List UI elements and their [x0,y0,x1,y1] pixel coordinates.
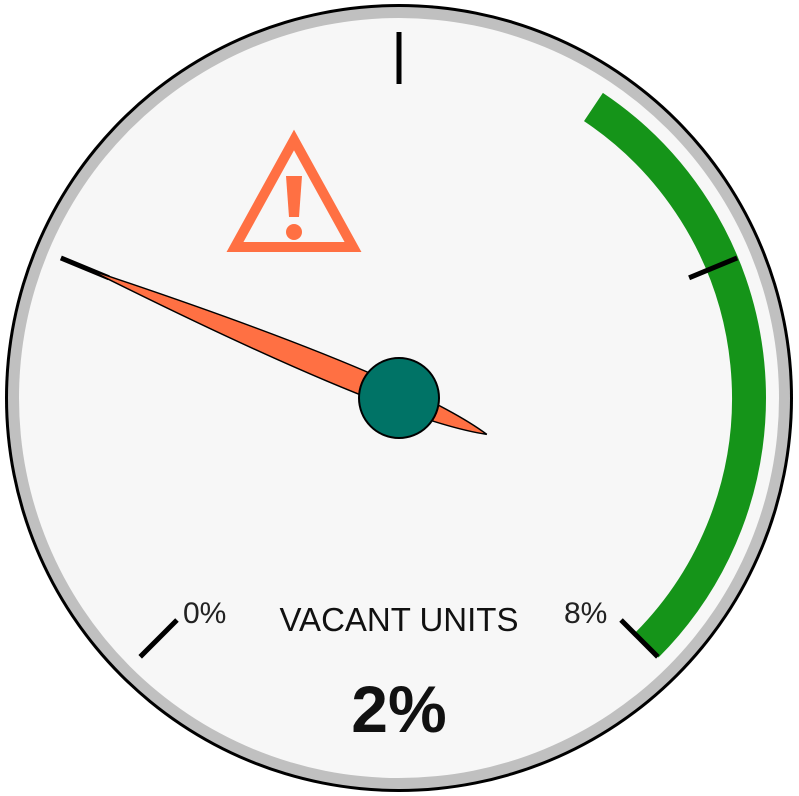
min-label: 0% [183,597,226,630]
gauge-title: VACANT UNITS [280,601,519,638]
warning-triangle-icon [226,129,362,252]
gauge-value: 2% [351,672,446,746]
gauge-tick [138,618,179,659]
gauge-band [583,92,766,658]
needle-hub [358,357,440,439]
gauge-tick [688,255,739,281]
gauge-tick [619,618,660,659]
max-label: 8% [564,597,607,630]
